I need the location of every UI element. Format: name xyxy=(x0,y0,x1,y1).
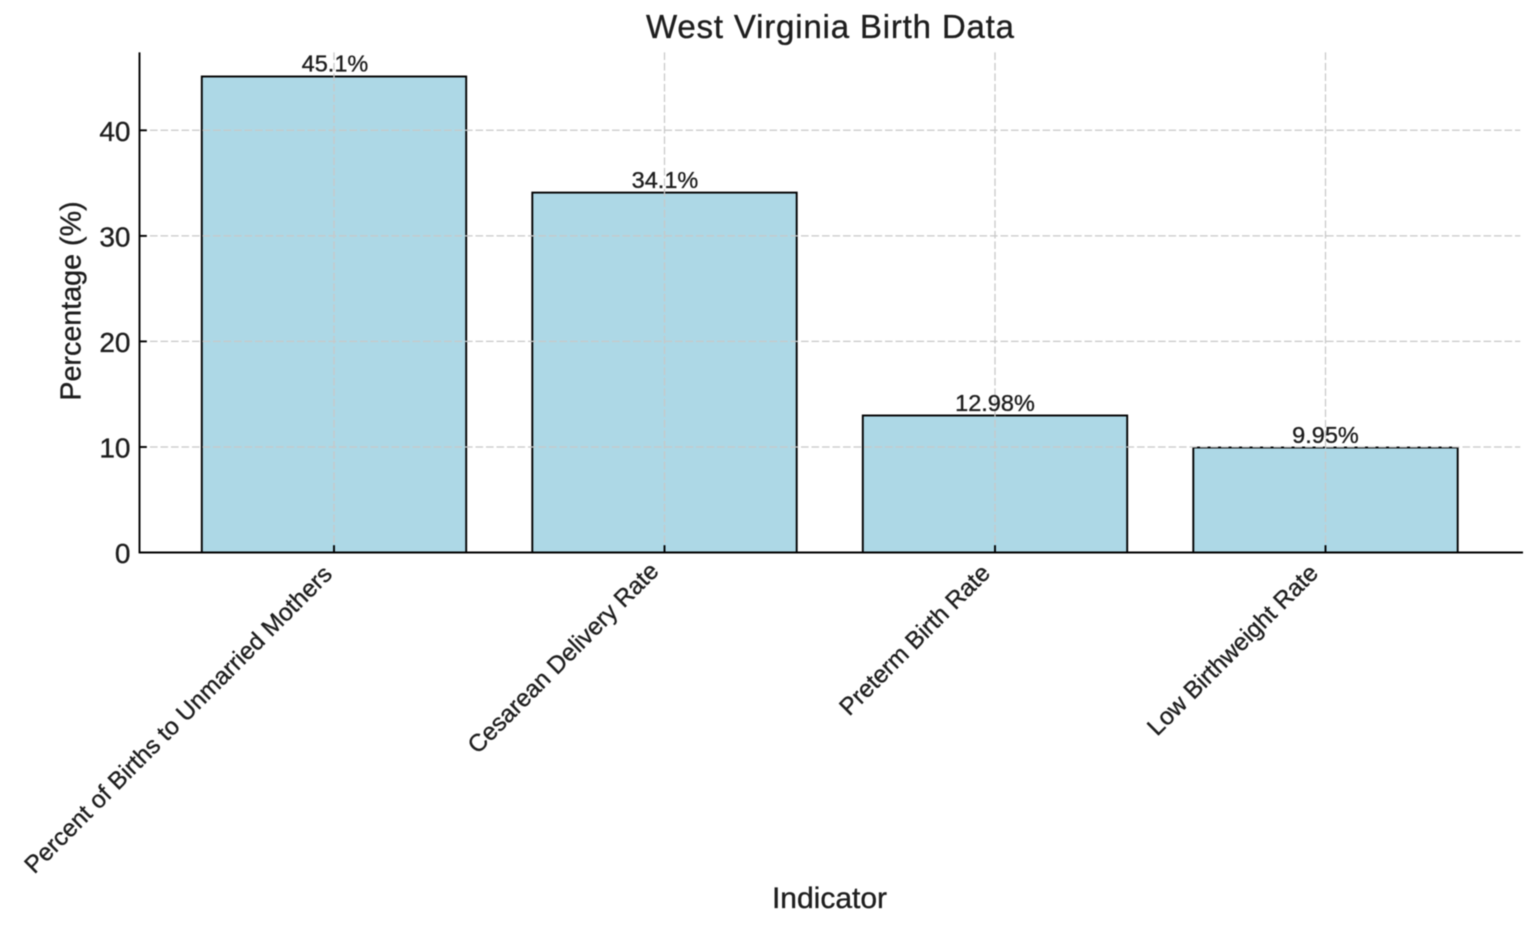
svg-text:9.95%: 9.95% xyxy=(1292,422,1359,448)
svg-text:34.1%: 34.1% xyxy=(632,167,699,193)
svg-text:10: 10 xyxy=(99,433,130,464)
svg-text:45.1%: 45.1% xyxy=(302,51,369,77)
svg-text:West Virginia Birth Data: West Virginia Birth Data xyxy=(646,8,1015,45)
svg-text:12.98%: 12.98% xyxy=(955,390,1035,416)
svg-text:Percentage (%): Percentage (%) xyxy=(56,201,88,400)
svg-text:30: 30 xyxy=(99,222,130,253)
svg-text:20: 20 xyxy=(99,327,130,358)
svg-text:Indicator: Indicator xyxy=(772,882,887,915)
svg-text:0: 0 xyxy=(115,538,131,569)
svg-text:40: 40 xyxy=(99,116,130,147)
